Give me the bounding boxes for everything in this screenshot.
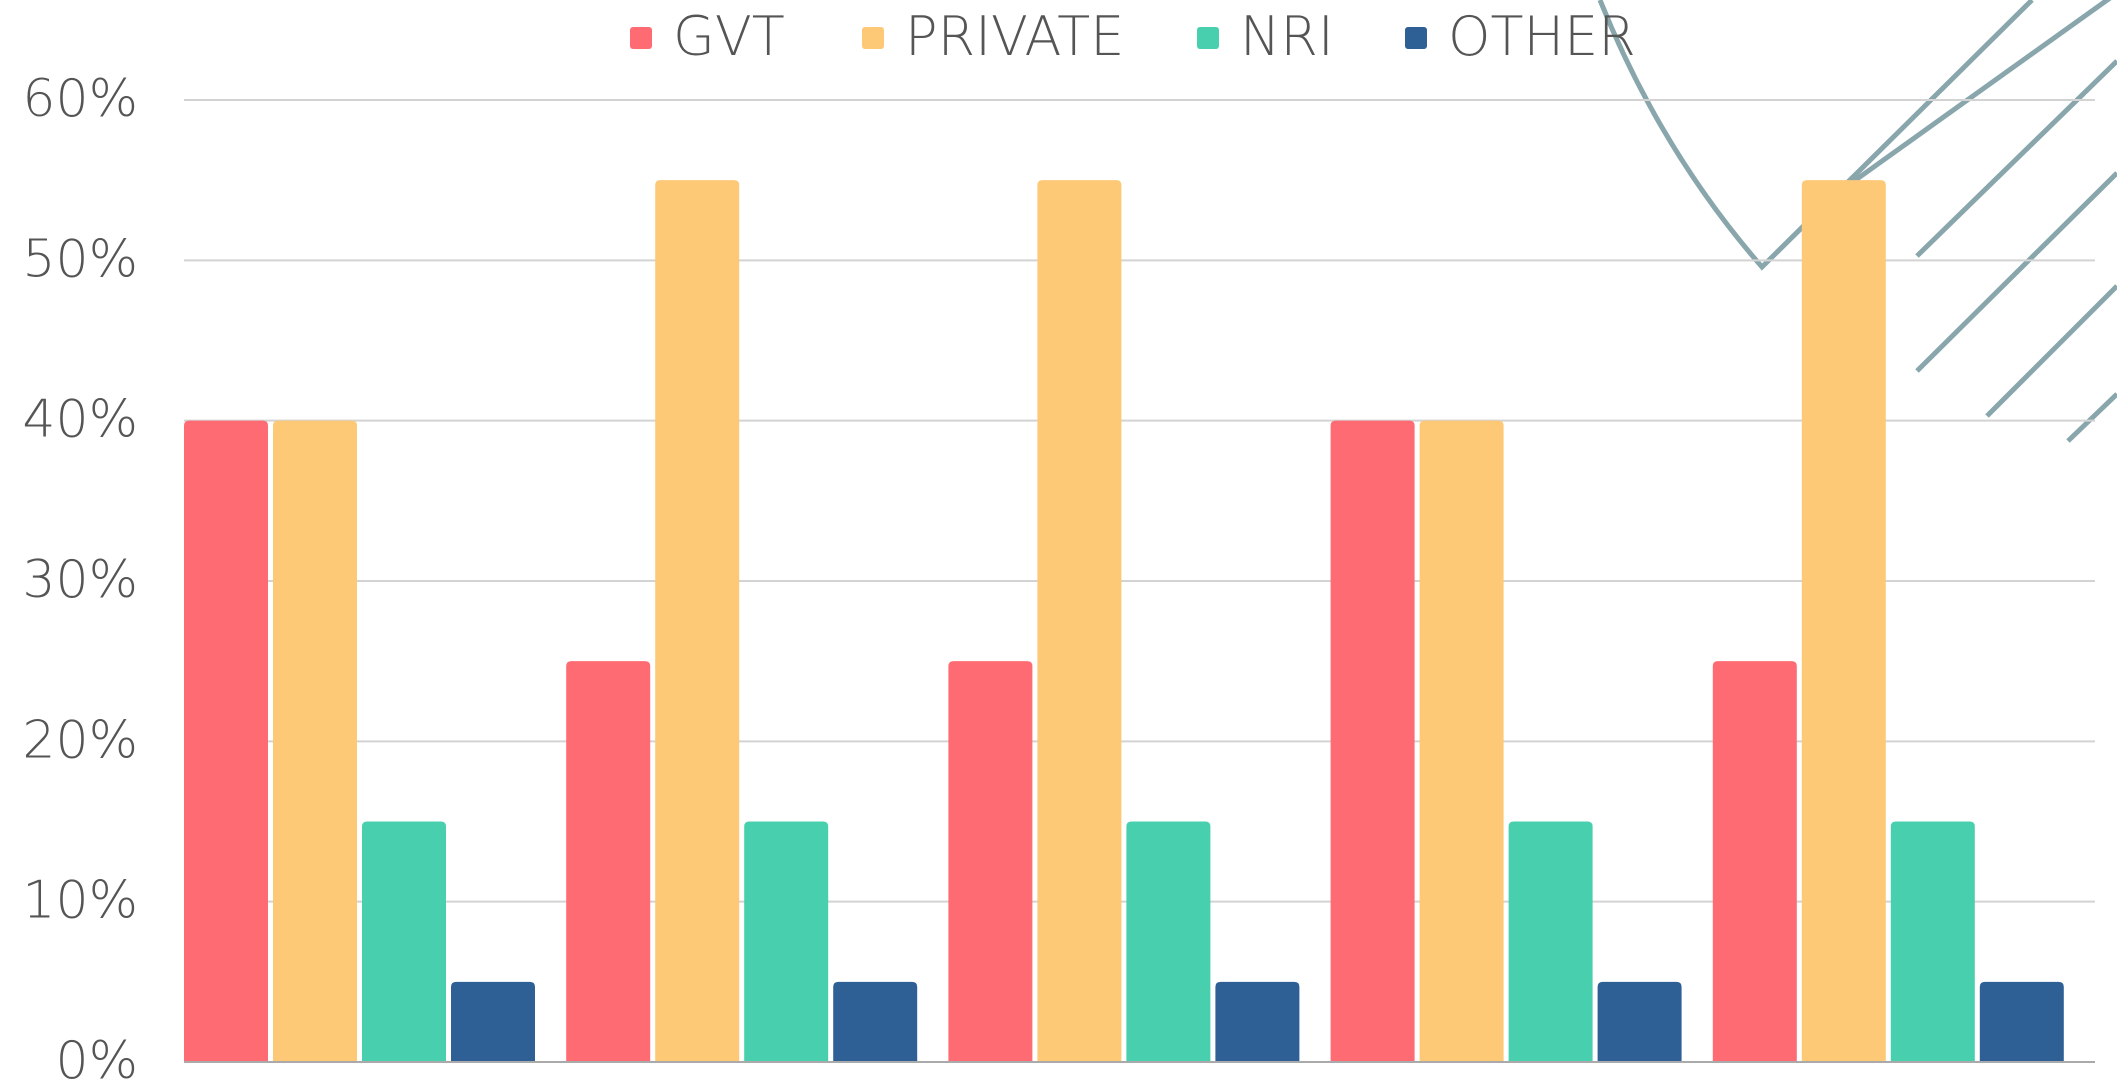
bar — [1598, 982, 1682, 1062]
bar — [566, 661, 650, 1062]
deco-line — [1843, 0, 2117, 189]
legend-label: NRI — [1240, 5, 1334, 68]
deco-line — [1917, 61, 2117, 256]
y-tick-label: 0% — [56, 1031, 139, 1090]
legend-label: GVT — [673, 5, 785, 68]
bar — [1331, 421, 1415, 1062]
y-tick-label: 50% — [22, 229, 138, 289]
bar — [1891, 822, 1975, 1063]
bar — [273, 421, 357, 1062]
y-tick-label: 30% — [22, 550, 138, 610]
bar — [833, 982, 917, 1062]
bar — [451, 982, 535, 1062]
bar — [1037, 180, 1121, 1062]
y-tick-label: 60% — [22, 69, 138, 129]
y-tick-label: 40% — [22, 390, 138, 450]
bar — [1802, 180, 1886, 1062]
legend-marker — [1197, 27, 1219, 49]
bar — [1713, 661, 1797, 1062]
deco-line — [2068, 394, 2117, 441]
bar — [1980, 982, 2064, 1062]
bar — [1215, 982, 1299, 1062]
bar — [744, 822, 828, 1063]
legend-marker — [862, 27, 884, 49]
page: {"chart_data": {"type": "bar", "categori… — [0, 0, 2117, 1090]
deco-line — [1987, 286, 2117, 416]
bar — [1126, 822, 1210, 1063]
bar — [655, 180, 739, 1062]
bar — [362, 822, 446, 1063]
bar — [1420, 421, 1504, 1062]
y-tick-label: 20% — [22, 710, 138, 770]
legend-label: PRIVATE — [905, 5, 1124, 68]
legend-label: OTHER — [1448, 5, 1636, 68]
legend-marker — [630, 27, 652, 49]
y-tick-label: 10% — [22, 871, 138, 931]
bar — [948, 661, 1032, 1062]
bar — [1509, 822, 1593, 1063]
legend-marker — [1405, 27, 1427, 49]
bar — [184, 421, 268, 1062]
chart: 0% 10% 20% 30% 40% 50% 60% GVT PRIVATE NRI OTHER — [0, 0, 2117, 1090]
deco-line — [1917, 173, 2117, 371]
